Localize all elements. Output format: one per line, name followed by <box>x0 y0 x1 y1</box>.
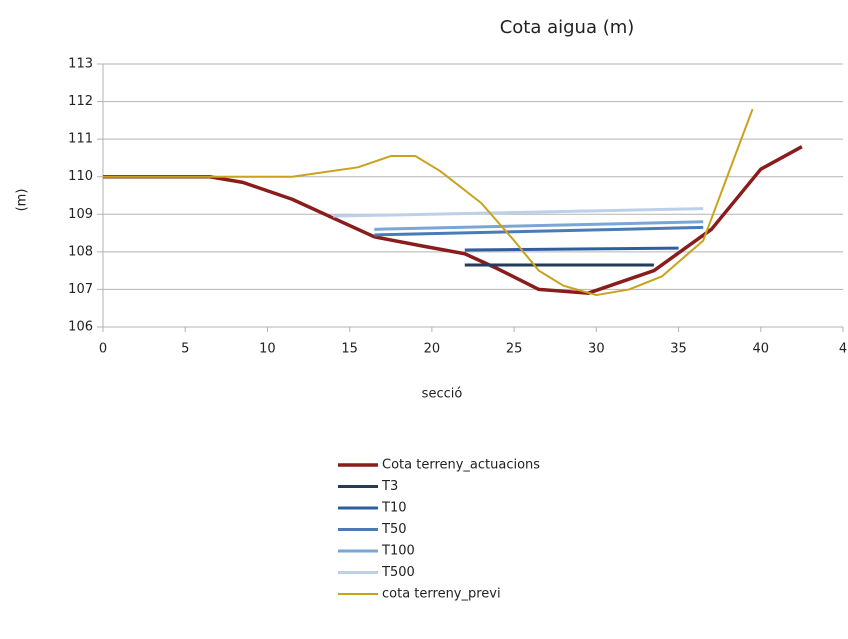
x-tick-label: 15 <box>341 342 358 357</box>
series-line <box>374 225 704 237</box>
x-tick-label: 5 <box>181 342 189 357</box>
series-line <box>464 246 679 252</box>
y-tick-label: 111 <box>68 132 93 147</box>
y-tick-label: 108 <box>68 244 93 259</box>
legend-label: Cota terreny_actuacions <box>382 458 540 473</box>
legend-label: T3 <box>381 479 398 494</box>
x-tick-label: 0 <box>99 342 107 357</box>
x-tick-label: 35 <box>670 342 687 357</box>
x-tick-label: 4 <box>839 342 847 357</box>
y-tick-label: 112 <box>68 94 93 109</box>
series-line <box>374 220 704 231</box>
x-tick-label: 20 <box>424 342 441 357</box>
x-axis-title: secció <box>422 387 463 402</box>
x-tick-label: 25 <box>506 342 523 357</box>
legend-label: T100 <box>381 544 415 559</box>
legend-label: T50 <box>381 522 406 537</box>
y-tick-label: 110 <box>68 169 93 184</box>
y-tick-label: 106 <box>68 320 93 335</box>
series-line <box>103 108 754 297</box>
chart-title: Cota aigua (m) <box>500 17 635 38</box>
y-axis-title: (m) <box>15 189 30 212</box>
y-tick-label: 113 <box>68 57 93 72</box>
series-line <box>103 145 803 295</box>
y-tick-label: 107 <box>68 282 93 297</box>
legend-label: T10 <box>381 501 406 516</box>
x-tick-label: 10 <box>259 342 276 357</box>
y-tick-label: 109 <box>68 207 93 222</box>
legend-label: cota terreny_previ <box>382 587 501 602</box>
legend-label: T500 <box>381 565 415 580</box>
x-tick-label: 30 <box>588 342 605 357</box>
x-tick-label: 40 <box>753 342 770 357</box>
series-line <box>333 207 704 218</box>
